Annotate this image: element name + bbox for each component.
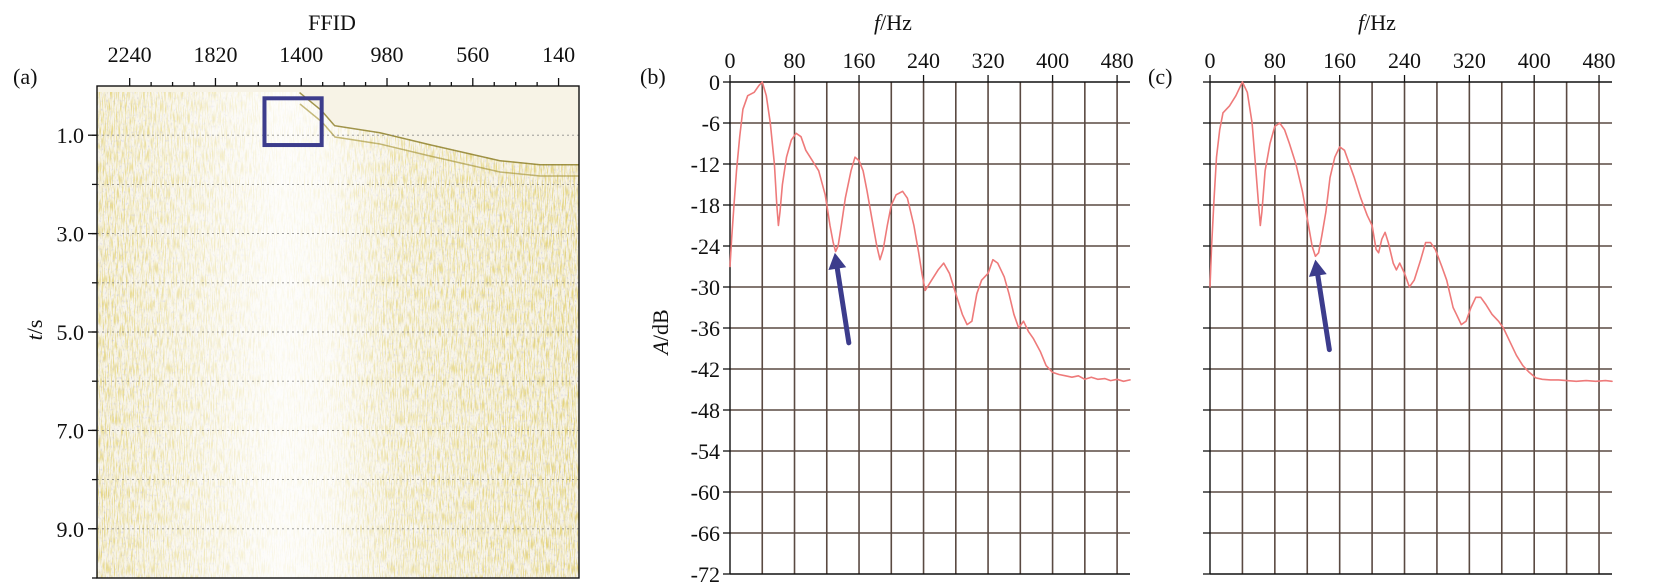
panel-a: FFID (a) 2240 1820 1400 980 560 140 1.0 3.0 5.0… xyxy=(13,10,580,579)
panel-a-x-ticks: 2240 1820 1400 980 560 140 xyxy=(108,42,575,86)
grid xyxy=(1210,82,1612,574)
panel-b-xlabel: f/Hz xyxy=(874,10,912,35)
panel-b-label: (b) xyxy=(640,64,666,89)
panel-a-y-ticks: 1.0 3.0 5.0 7.0 9.0 xyxy=(57,123,97,579)
panel-b-ylabel: A/dB xyxy=(648,309,673,356)
y-tick-label: -6 xyxy=(702,111,720,136)
x-tick-label: 0 xyxy=(1205,48,1216,73)
x-tick-label: 480 xyxy=(1583,48,1616,73)
y-tick-label: 1.0 xyxy=(57,123,85,148)
highlight-box xyxy=(262,96,324,148)
panel-a-label: (a) xyxy=(13,64,37,89)
x-tick-label: 2240 xyxy=(108,42,152,67)
x-tick-label: 140 xyxy=(542,42,575,67)
arrow-annotation xyxy=(828,252,852,346)
x-tick-label: 560 xyxy=(456,42,489,67)
y-tick-label: -48 xyxy=(691,398,720,423)
x-tick-label: 1400 xyxy=(279,42,323,67)
panel-b: f/Hz (b) A/dB 0 80 160 240 320 400 480 0 -6 -12 -1… xyxy=(640,10,1134,586)
panel-c-xlabel: f/Hz xyxy=(1358,10,1396,35)
x-tick-label: 320 xyxy=(1453,48,1486,73)
y-tick-label: -72 xyxy=(691,562,720,586)
panel-c: f/Hz (c) 0 80 160 240 320 400 480 xyxy=(1148,10,1616,575)
y-tick-label: -24 xyxy=(691,234,720,259)
x-tick-label: 980 xyxy=(371,42,404,67)
grid xyxy=(730,82,1130,574)
y-tick-label: -36 xyxy=(691,316,720,341)
arrow-annotation xyxy=(1308,259,1332,353)
x-tick-label: 80 xyxy=(784,48,806,73)
panel-c-plot: 0 80 160 240 320 400 480 xyxy=(1203,48,1616,575)
x-tick-label: 160 xyxy=(843,48,876,73)
y-tick-label: 5.0 xyxy=(57,320,85,345)
x-tick-label: 1820 xyxy=(193,42,237,67)
x-tick-label: 240 xyxy=(1388,48,1421,73)
y-tick-label: 3.0 xyxy=(57,222,85,247)
y-tick-label: 7.0 xyxy=(57,418,85,443)
x-tick-label: 400 xyxy=(1036,48,1069,73)
x-tick-label: 400 xyxy=(1518,48,1551,73)
y-tick-label: 9.0 xyxy=(57,517,85,542)
x-tick-label: 0 xyxy=(725,48,736,73)
panel-c-label: (c) xyxy=(1148,64,1172,89)
y-tick-label: -60 xyxy=(691,480,720,505)
y-tick-label: -66 xyxy=(691,521,720,546)
seismic-section-image xyxy=(97,86,579,578)
x-tick-label: 160 xyxy=(1323,48,1356,73)
y-tick-label: -42 xyxy=(691,357,720,382)
spectrum-line xyxy=(729,81,1131,383)
x-tick-label: 320 xyxy=(972,48,1005,73)
y-tick-label: -18 xyxy=(691,193,720,218)
panel-a-frame xyxy=(96,85,580,579)
panel-a-ylabel: t/s xyxy=(22,320,47,341)
y-tick-label: 0 xyxy=(709,70,720,95)
x-tick-label: 80 xyxy=(1264,48,1286,73)
y-tick-label: -54 xyxy=(691,439,720,464)
spectrum-line xyxy=(1209,81,1613,383)
y-tick-label: -30 xyxy=(691,275,720,300)
arrow-head xyxy=(828,252,847,271)
x-tick-label: 240 xyxy=(907,48,940,73)
arrow-head xyxy=(1308,259,1327,277)
arrow-shaft xyxy=(834,266,852,346)
x-tick-label: 480 xyxy=(1101,48,1134,73)
panel-b-plot: 0 80 160 240 320 400 480 0 -6 -12 -18 -24 -30 -36 -42 -… xyxy=(691,48,1134,586)
y-tick-label: -12 xyxy=(691,152,720,177)
arrow-shaft xyxy=(1315,272,1332,353)
panel-a-xlabel: FFID xyxy=(308,10,356,35)
